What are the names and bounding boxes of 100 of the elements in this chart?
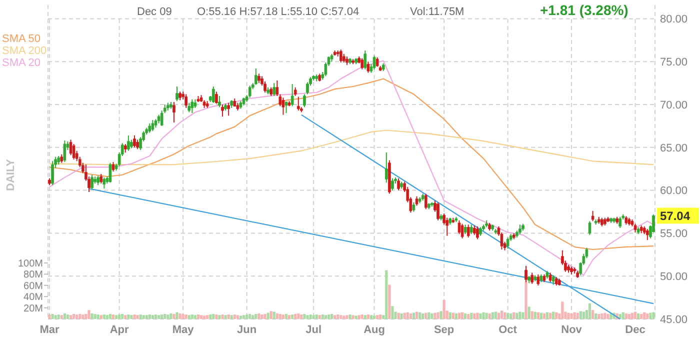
line-series	[48, 130, 654, 166]
bar	[124, 315, 127, 319]
candlestick	[397, 178, 400, 191]
bar	[190, 314, 194, 319]
bar	[245, 314, 248, 319]
bar	[491, 312, 494, 319]
bar	[51, 314, 54, 319]
x-tick-label: Jul	[306, 324, 322, 336]
bar	[291, 314, 294, 319]
text: 57.04	[660, 208, 690, 223]
bar	[542, 313, 546, 319]
bar	[649, 312, 652, 319]
bar	[78, 314, 82, 319]
candlestick	[108, 162, 112, 184]
x-tick-label: Apr	[110, 324, 130, 336]
bar	[458, 312, 461, 319]
bar	[154, 314, 158, 319]
bar	[470, 312, 473, 319]
candlestick	[391, 178, 394, 191]
bar	[184, 314, 188, 319]
candlestick	[51, 160, 54, 186]
candlestick	[372, 55, 376, 70]
bar	[428, 312, 430, 319]
bar	[82, 314, 84, 319]
bar	[440, 311, 442, 319]
bar	[494, 312, 497, 319]
bar	[622, 312, 624, 319]
bar	[84, 314, 88, 319]
bar	[342, 316, 346, 319]
bar	[370, 315, 373, 319]
candlestick	[415, 196, 418, 206]
bar	[400, 313, 403, 319]
bar	[321, 314, 324, 319]
bar	[170, 313, 172, 319]
candlestick	[248, 85, 252, 98]
bar	[388, 284, 391, 319]
y2-tick-label: 60M	[24, 280, 43, 292]
bar	[212, 314, 215, 319]
bar	[221, 314, 224, 319]
bar	[166, 314, 170, 319]
bar	[598, 314, 600, 319]
candlestick	[272, 82, 276, 96]
bar	[148, 314, 151, 319]
bar	[306, 315, 309, 319]
candlestick	[63, 140, 66, 162]
y2-tick-label: 100M	[18, 258, 43, 270]
bar	[397, 312, 400, 319]
candlestick	[133, 134, 136, 148]
bar	[348, 314, 352, 319]
bar	[436, 312, 440, 319]
bar	[209, 314, 212, 319]
candlestick	[215, 91, 218, 104]
bar	[454, 313, 458, 319]
bar	[266, 312, 270, 319]
bar	[424, 312, 428, 319]
bar	[57, 314, 60, 319]
bar	[164, 314, 166, 319]
bar	[264, 314, 266, 319]
line-series	[48, 60, 654, 276]
candlestick	[282, 97, 285, 116]
bar	[303, 314, 306, 319]
bar	[628, 314, 631, 319]
bar	[412, 312, 416, 319]
annotation: Dec 09	[137, 6, 172, 18]
bar	[114, 315, 118, 319]
bar	[448, 312, 452, 319]
bar	[288, 315, 291, 319]
candlestick	[296, 96, 300, 112]
candlestick	[172, 101, 176, 124]
candlestick	[360, 58, 364, 70]
candlestick	[366, 61, 370, 74]
bar	[176, 312, 178, 319]
candlestick	[552, 274, 555, 286]
bar	[72, 314, 76, 319]
bar	[172, 314, 176, 319]
candlestick	[69, 139, 72, 156]
bar	[594, 313, 598, 319]
candlestick	[536, 274, 540, 286]
annotation: Vol:11.75M	[410, 6, 464, 18]
bar	[60, 315, 63, 319]
bar	[576, 312, 579, 319]
bar	[96, 314, 100, 319]
bar	[272, 312, 276, 319]
bar	[151, 315, 154, 319]
bar	[497, 312, 500, 319]
annotation: O:55.16 H:57.18 L:55.10 C:57.04	[197, 6, 360, 18]
bar	[121, 314, 124, 319]
candlestick	[221, 104, 224, 118]
bar	[258, 313, 260, 319]
bar	[254, 314, 258, 319]
bar	[145, 315, 148, 319]
bar	[624, 313, 628, 319]
bar	[139, 314, 142, 319]
y-tick-label: 60.00	[660, 185, 688, 198]
candlestick	[127, 134, 130, 152]
bar	[224, 315, 227, 319]
text: SMA 50	[2, 33, 41, 45]
y-tick-label: 80.00	[660, 14, 688, 26]
bar	[270, 311, 272, 319]
bar	[606, 314, 610, 319]
